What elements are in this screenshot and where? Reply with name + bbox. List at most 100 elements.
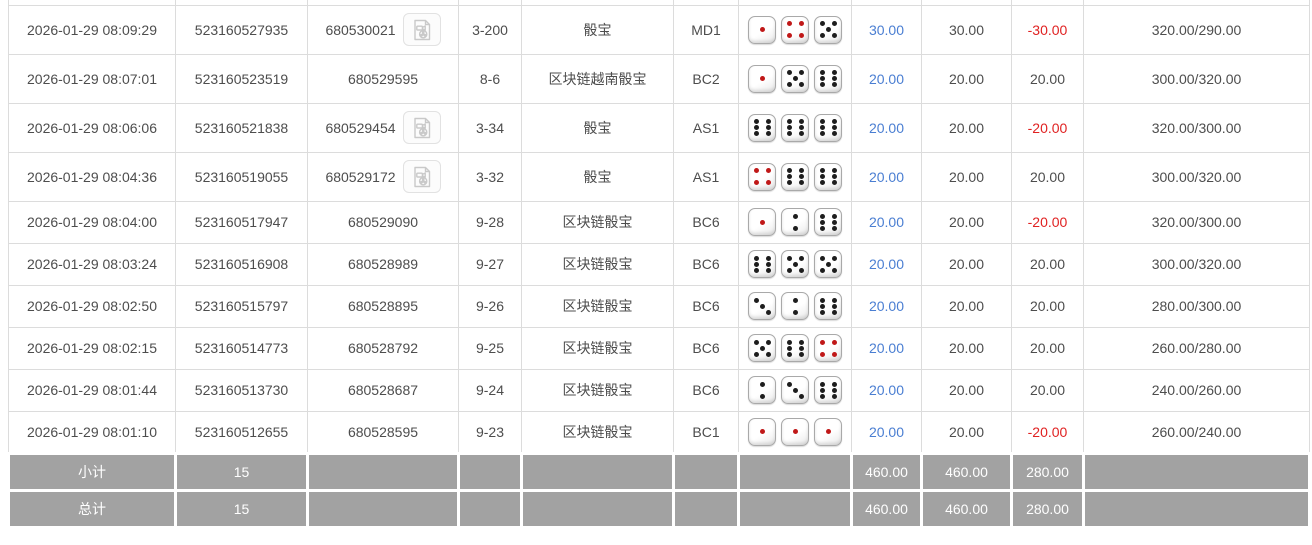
- table-row: 2026-01-29 08:02:15 523160514773 6805287…: [8, 326, 1310, 370]
- die-6: [814, 376, 842, 404]
- table-row: 2026-01-29 08:03:24 523160516908 6805289…: [8, 242, 1310, 286]
- win-loss: -20.00: [1011, 102, 1084, 153]
- dice-result: [738, 102, 852, 153]
- bet-id: 523160512655: [175, 410, 308, 454]
- period-number: 3-200: [458, 4, 522, 55]
- round-id: 680529595: [347, 70, 419, 87]
- round-cell: 680528895: [307, 284, 459, 328]
- round-id: 680529090: [347, 214, 419, 230]
- valid-amount: 20.00: [921, 410, 1012, 454]
- bet-amount[interactable]: 20.00: [851, 326, 922, 370]
- die-1-red: [748, 208, 776, 236]
- total-win-loss: 280.00: [1010, 488, 1085, 529]
- die-2: [781, 208, 809, 236]
- game-name: 区块链骰宝: [521, 284, 674, 328]
- round-cell: 680528595: [307, 410, 459, 454]
- bet-amount[interactable]: 20.00: [851, 368, 922, 412]
- valid-amount: 20.00: [921, 151, 1012, 202]
- bet-time: 2026-01-29 08:01:10: [8, 410, 176, 454]
- die-6: [814, 162, 842, 191]
- balance: 240.00/260.00: [1083, 368, 1310, 412]
- total-bet-amount: 460.00: [850, 488, 923, 529]
- video-replay-icon: [410, 165, 434, 189]
- die-3: [748, 292, 776, 320]
- subtotal-row: 小计 15 460.00 460.00 280.00: [7, 451, 1311, 492]
- table-code: BC6: [673, 200, 739, 244]
- win-loss: -20.00: [1011, 410, 1084, 454]
- period-number: 3-32: [458, 151, 522, 202]
- round-id: 680528989: [347, 256, 419, 272]
- bet-id: 523160514773: [175, 326, 308, 370]
- table-code: BC6: [673, 242, 739, 286]
- video-replay-icon: [410, 18, 434, 42]
- total-valid-amount: 460.00: [920, 488, 1013, 529]
- bet-time: 2026-01-29 08:01:44: [8, 368, 176, 412]
- bet-id: 523160515797: [175, 284, 308, 328]
- period-number: 3-34: [458, 102, 522, 153]
- win-loss: -20.00: [1011, 200, 1084, 244]
- die-1-red: [814, 417, 842, 446]
- bet-time: 2026-01-29 08:06:06: [8, 102, 176, 153]
- bet-time: 2026-01-29 08:02:50: [8, 284, 176, 328]
- die-5: [781, 64, 809, 93]
- bet-amount[interactable]: 20.00: [851, 53, 922, 104]
- die-3: [781, 376, 809, 404]
- bet-id: 523160519055: [175, 151, 308, 202]
- bet-amount[interactable]: 20.00: [851, 410, 922, 454]
- period-number: 9-28: [458, 200, 522, 244]
- valid-amount: 20.00: [921, 368, 1012, 412]
- game-name: 区块链骰宝: [521, 326, 674, 370]
- bet-amount[interactable]: 20.00: [851, 284, 922, 328]
- bet-amount[interactable]: 20.00: [851, 242, 922, 286]
- valid-amount: 20.00: [921, 102, 1012, 153]
- die-4-red: [814, 334, 842, 362]
- valid-amount: 20.00: [921, 326, 1012, 370]
- table-row: 2026-01-29 08:02:50 523160515797 6805288…: [8, 284, 1310, 328]
- round-cell: 680529454: [307, 102, 459, 153]
- round-id: 680528687: [347, 382, 419, 398]
- period-number: 8-6: [458, 53, 522, 104]
- table-row: 2026-01-29 08:01:10 523160512655 6805285…: [8, 410, 1310, 454]
- round-id: 680528895: [347, 298, 419, 314]
- round-cell: 680529090: [307, 200, 459, 244]
- round-id: 680530021: [325, 21, 396, 38]
- win-loss: 20.00: [1011, 53, 1084, 104]
- bet-time: 2026-01-29 08:02:15: [8, 326, 176, 370]
- table-row: 2026-01-29 08:04:36 523160519055 6805291…: [8, 151, 1310, 202]
- game-name: 区块链越南骰宝: [521, 53, 674, 104]
- table-code: BC6: [673, 368, 739, 412]
- round-id: 680529454: [325, 119, 396, 136]
- bet-amount[interactable]: 30.00: [851, 4, 922, 55]
- video-replay-button[interactable]: [402, 13, 441, 46]
- die-6: [781, 334, 809, 362]
- valid-amount: 20.00: [921, 242, 1012, 286]
- video-replay-button[interactable]: [402, 111, 441, 144]
- table-code: BC1: [673, 410, 739, 454]
- balance: 320.00/300.00: [1083, 102, 1310, 153]
- game-name: 区块链骰宝: [521, 242, 674, 286]
- die-6: [748, 113, 776, 142]
- table-row: 2026-01-29 08:06:06 523160521838 6805294…: [8, 102, 1310, 153]
- die-2: [748, 376, 776, 404]
- video-replay-button[interactable]: [402, 160, 441, 193]
- table-row: 2026-01-29 08:04:00 523160517947 6805290…: [8, 200, 1310, 244]
- die-6: [814, 292, 842, 320]
- balance: 300.00/320.00: [1083, 53, 1310, 104]
- bet-amount[interactable]: 20.00: [851, 151, 922, 202]
- dice-result: [738, 200, 852, 244]
- balance: 300.00/320.00: [1083, 151, 1310, 202]
- round-cell: 680529595: [307, 53, 459, 104]
- bet-id: 523160521838: [175, 102, 308, 153]
- bet-time: 2026-01-29 08:07:01: [8, 53, 176, 104]
- die-1-red: [748, 64, 776, 93]
- table-row: 2026-01-29 08:01:44 523160513730 6805286…: [8, 368, 1310, 412]
- bet-amount[interactable]: 20.00: [851, 102, 922, 153]
- table-code: MD1: [673, 4, 739, 55]
- subtotal-win-loss: 280.00: [1010, 451, 1085, 492]
- bet-amount[interactable]: 20.00: [851, 200, 922, 244]
- die-5: [781, 250, 809, 278]
- subtotal-count: 15: [174, 451, 309, 492]
- balance: 300.00/320.00: [1083, 242, 1310, 286]
- round-cell: 680528687: [307, 368, 459, 412]
- subtotal-bet-amount: 460.00: [850, 451, 923, 492]
